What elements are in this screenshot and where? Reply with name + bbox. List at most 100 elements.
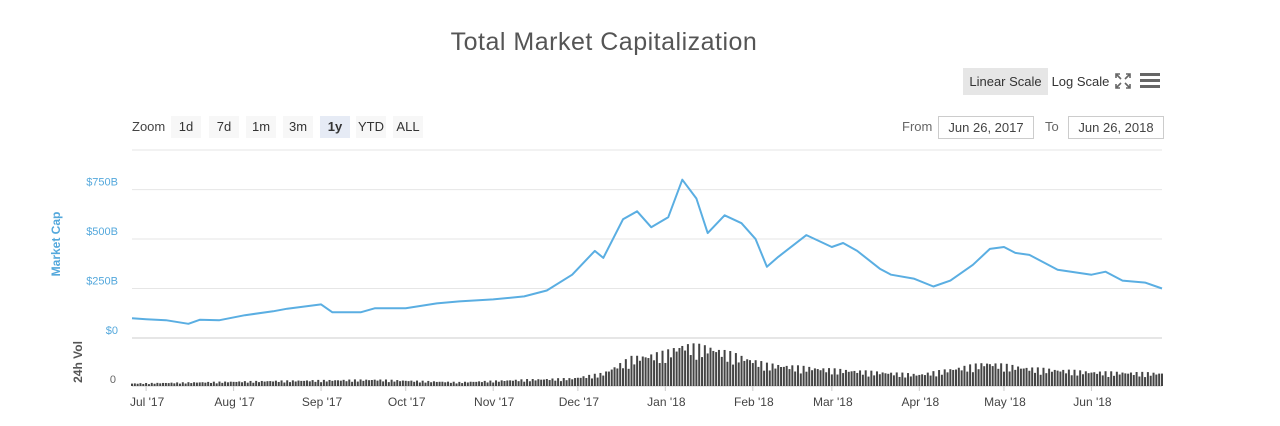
- zoom-3m-button[interactable]: 3m: [283, 116, 313, 138]
- log-scale-button[interactable]: Log Scale: [1051, 74, 1110, 89]
- volume-bar: [201, 382, 204, 386]
- volume-bar: [297, 380, 300, 386]
- volume-bar: [796, 365, 799, 386]
- volume-bar: [1081, 374, 1084, 386]
- volume-bar: [949, 369, 952, 386]
- volume-bar: [331, 380, 334, 386]
- from-date-input[interactable]: Jun 26, 2017: [938, 116, 1034, 139]
- volume-bar: [554, 380, 557, 386]
- volume-bar: [709, 347, 712, 386]
- volume-bar: [475, 381, 478, 386]
- volume-bar: [1107, 376, 1110, 386]
- volume-bar: [345, 381, 348, 386]
- volume-bar: [548, 380, 551, 386]
- volume-bar: [568, 378, 571, 386]
- volume-bar: [427, 380, 430, 386]
- zoom-1m-button[interactable]: 1m: [246, 116, 276, 138]
- volume-bar: [506, 380, 509, 386]
- volume-bar: [754, 360, 757, 386]
- volume-bar: [780, 367, 783, 386]
- volume-bar: [452, 381, 455, 386]
- volume-bar: [421, 380, 424, 386]
- volume-bar: [359, 379, 362, 386]
- volume-bar: [472, 381, 475, 386]
- volume-bar: [622, 368, 625, 386]
- fullscreen-icon[interactable]: [1115, 73, 1131, 89]
- volume-bar: [757, 366, 760, 386]
- volume-bar: [593, 373, 596, 386]
- volume-bar: [537, 379, 540, 386]
- volume-bar: [853, 370, 856, 386]
- volume-bar: [486, 382, 489, 386]
- volume-bar: [915, 375, 918, 386]
- volume-bar: [743, 360, 746, 386]
- volume-bar: [669, 357, 672, 386]
- to-date-input[interactable]: Jun 26, 2018: [1068, 116, 1164, 139]
- volume-bar: [994, 363, 997, 386]
- volume-bar: [384, 379, 387, 386]
- volume-bar: [892, 375, 895, 386]
- zoom-all-button[interactable]: ALL: [393, 116, 423, 138]
- volume-bar: [497, 381, 500, 386]
- volume-bar: [1101, 375, 1104, 386]
- zoom-1y-button[interactable]: 1y: [320, 116, 350, 138]
- volume-bar: [404, 380, 407, 386]
- volume-bar: [551, 378, 554, 386]
- volume-bar: [424, 382, 427, 386]
- volume-bar: [289, 382, 292, 386]
- y-tick-label: $500B: [86, 226, 118, 238]
- volume-bar: [204, 382, 207, 386]
- volume-bar: [1031, 367, 1034, 386]
- volume-bar: [430, 382, 433, 386]
- linear-scale-button[interactable]: Linear Scale: [963, 68, 1048, 95]
- volume-bar: [212, 381, 215, 386]
- volume-bar: [153, 383, 156, 386]
- volume-bar: [337, 380, 339, 386]
- volume-bar: [226, 382, 229, 386]
- y-tick-label: $0: [106, 325, 118, 337]
- volume-bar: [195, 382, 198, 386]
- volume-bar: [545, 379, 548, 386]
- volume-bar: [308, 381, 311, 386]
- volume-bar: [469, 381, 472, 386]
- volume-bar: [181, 382, 184, 386]
- volume-bar: [1034, 372, 1037, 386]
- volume-bar: [808, 366, 811, 386]
- volume-bar: [1042, 367, 1045, 386]
- volume-bar: [825, 372, 828, 386]
- volume-bar: [1118, 374, 1121, 386]
- x-tick-label: Feb '18: [734, 395, 774, 409]
- volume-bar: [672, 348, 675, 386]
- volume-bar: [641, 356, 644, 386]
- volume-bar: [799, 373, 802, 386]
- volume-bar: [382, 381, 385, 386]
- volume-bar: [658, 363, 661, 386]
- volume-bar: [139, 383, 142, 386]
- volume-bar: [441, 381, 444, 386]
- volume-bar: [574, 378, 577, 386]
- volume-bar: [483, 380, 486, 386]
- zoom-ytd-button[interactable]: YTD: [356, 116, 386, 138]
- x-tick-label: Mar '18: [813, 395, 853, 409]
- volume-bar: [263, 381, 266, 386]
- volume-bar: [1059, 371, 1062, 386]
- x-tick-label: Apr '18: [901, 395, 939, 409]
- zoom-7d-button[interactable]: 7d: [209, 116, 239, 138]
- volume-bar: [830, 374, 833, 386]
- volume-bar: [842, 373, 845, 386]
- volume-bar: [890, 372, 893, 386]
- volume-bar: [167, 383, 170, 386]
- volume-bar: [636, 355, 639, 386]
- volume-bar: [291, 380, 294, 386]
- volume-bar: [935, 376, 938, 386]
- volume-bar: [511, 380, 514, 386]
- volume-bar: [1022, 368, 1025, 386]
- menu-icon[interactable]: [1140, 72, 1160, 89]
- volume-bar: [918, 374, 921, 386]
- volume-bar: [342, 379, 345, 386]
- volume-bar: [1008, 371, 1011, 386]
- zoom-1d-button[interactable]: 1d: [171, 116, 201, 138]
- volume-bar: [791, 365, 794, 386]
- x-tick-label: Jan '18: [647, 395, 686, 409]
- volume-bar: [828, 368, 831, 386]
